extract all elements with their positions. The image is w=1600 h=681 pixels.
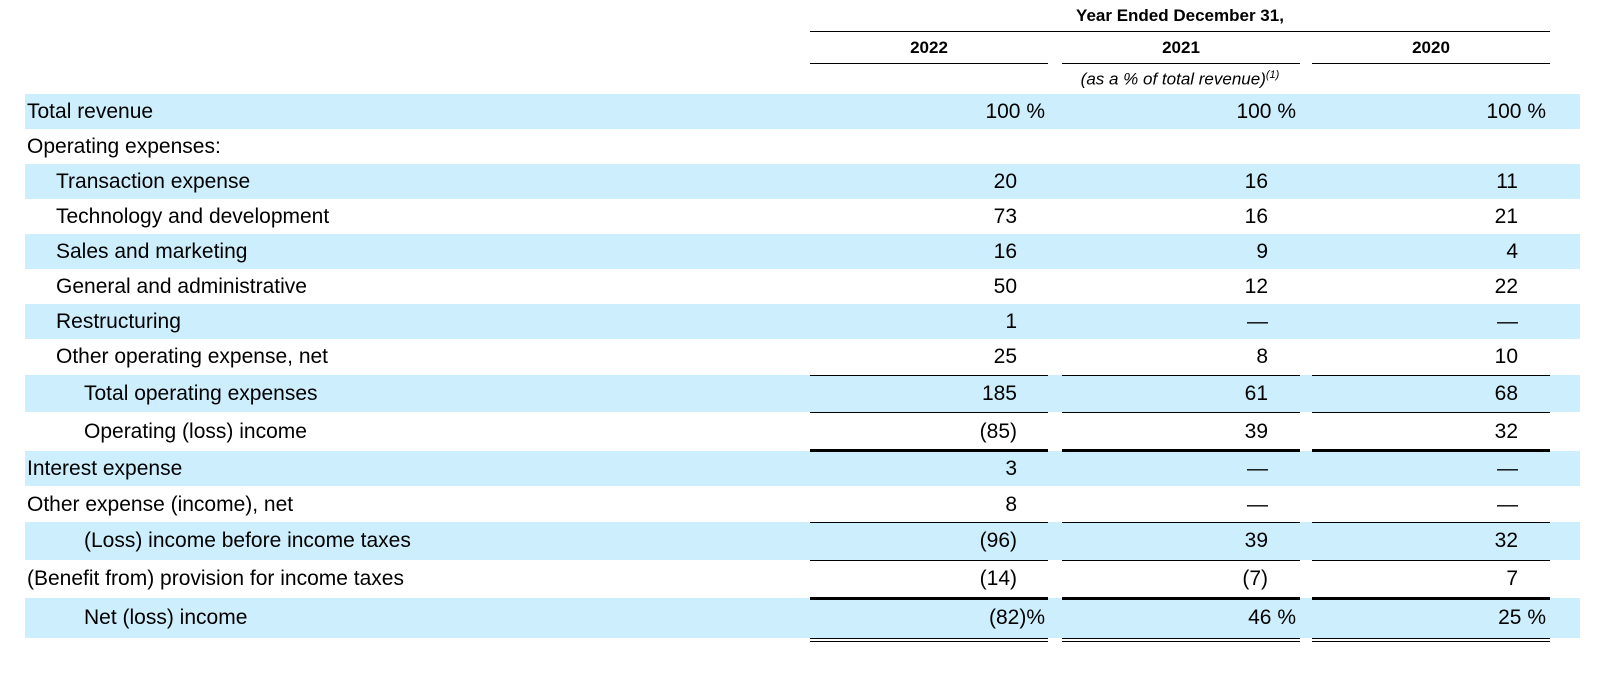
table-row-net-loss-income: Net (loss) income (82)% 46 % 25 % [25, 598, 1580, 638]
table-row-total-revenue: Total revenue 100 % 100 % 100 % [25, 94, 1580, 129]
row-label: Other expense (income), net [27, 493, 294, 516]
year-header-2022: 2022 [910, 38, 948, 57]
row-label: Technology and development [56, 205, 330, 228]
row-label: Other operating expense, net [56, 345, 329, 368]
row-value-2022: 185 [981, 382, 1017, 405]
row-value-2022: 8 [1005, 493, 1017, 516]
row-value-2022: (82)% [988, 606, 1045, 629]
year-header-2021: 2021 [1162, 38, 1200, 57]
row-value-2021: 100 % [1236, 100, 1296, 123]
table-row-operating-expenses-header: Operating expenses: [25, 129, 1580, 164]
row-value-2022: 1 [1005, 310, 1017, 333]
row-value-2022: (14) [979, 567, 1017, 590]
row-value-2020: 100 % [1486, 100, 1546, 123]
percent-of-revenue-note: (as a % of total revenue)(1) [1040, 69, 1320, 90]
row-value-2021: 39 [1244, 529, 1268, 552]
row-value-2021: — [1247, 493, 1268, 516]
row-value-2020: 22 [1494, 275, 1518, 298]
table-row-restructuring: Restructuring 1 — — [25, 304, 1580, 339]
row-value-2022: (85) [979, 420, 1017, 443]
row-label: Operating (loss) income [84, 420, 307, 443]
table-row-general-and-administrative: General and administrative 50 12 22 [25, 269, 1580, 304]
row-label: Operating expenses: [27, 135, 221, 158]
row-value-2021: 16 [1244, 170, 1268, 193]
period-title: Year Ended December 31, [1076, 6, 1284, 25]
row-value-2021: (7) [1242, 567, 1268, 590]
row-label: Transaction expense [56, 170, 251, 193]
table-row-other-operating-expense-net: Other operating expense, net 25 8 10 [25, 339, 1580, 374]
row-value-2021: 46 % [1248, 606, 1296, 629]
row-value-2020: 7 [1506, 567, 1518, 590]
row-value-2022: (96) [979, 529, 1017, 552]
row-value-2022: 73 [993, 205, 1017, 228]
row-label: (Benefit from) provision for income taxe… [27, 567, 404, 590]
row-value-2022: 3 [1005, 457, 1017, 480]
row-value-2021: 9 [1256, 240, 1268, 263]
row-value-2020: — [1497, 310, 1518, 333]
table-row-loss-income-before-income-taxes: (Loss) income before income taxes (96) 39 3… [25, 522, 1580, 560]
row-value-2020: 10 [1494, 345, 1518, 368]
row-value-2020: 68 [1494, 382, 1518, 405]
row-value-2020: 11 [1496, 170, 1518, 193]
row-label: Interest expense [27, 457, 183, 480]
row-value-2020: 32 [1494, 420, 1518, 443]
table-row-operating-loss-income: Operating (loss) income (85) 39 32 [25, 413, 1580, 450]
note-footnote-ref: (1) [1265, 69, 1280, 81]
header-rule-top [810, 31, 1550, 32]
table-row-transaction-expense: Transaction expense 20 16 11 [25, 164, 1580, 199]
note-text: (as a % of total revenue) [1080, 69, 1266, 89]
row-value-2022: 25 [993, 345, 1017, 368]
row-value-2021: — [1247, 457, 1268, 480]
row-value-2022: 100 % [985, 100, 1045, 123]
row-label: (Loss) income before income taxes [84, 529, 411, 552]
row-label: Net (loss) income [84, 606, 248, 629]
table-row-total-operating-expenses: Total operating expenses 185 61 68 [25, 375, 1580, 412]
table-row-benefit-from-provision-for-income-taxes: (Benefit from) provision for income taxe… [25, 561, 1580, 597]
row-label: Sales and marketing [56, 240, 248, 263]
row-value-2022: 20 [993, 170, 1017, 193]
row-value-2021: 39 [1244, 420, 1268, 443]
year-rule-2021 [1062, 63, 1300, 64]
row-value-2021: 8 [1256, 345, 1268, 368]
row-value-2021: 16 [1244, 205, 1268, 228]
table-row-technology-and-development: Technology and development 73 16 21 [25, 199, 1580, 234]
row-value-2020: 32 [1494, 529, 1518, 552]
row-value-2021: — [1247, 310, 1268, 333]
row-value-2020: 25 % [1498, 606, 1546, 629]
row-value-2020: 4 [1506, 240, 1518, 263]
row-label: General and administrative [56, 275, 307, 298]
year-rule-2022 [810, 63, 1048, 64]
year-rule-2020 [1312, 63, 1550, 64]
table-row-sales-and-marketing: Sales and marketing 16 9 4 [25, 234, 1580, 269]
row-label: Total revenue [27, 100, 154, 123]
year-header-2020: 2020 [1412, 38, 1450, 57]
row-value-2022: 50 [993, 275, 1017, 298]
row-value-2020: — [1497, 457, 1518, 480]
row-label: Restructuring [56, 310, 181, 333]
row-value-2021: 61 [1244, 382, 1268, 405]
row-value-2020: 21 [1494, 205, 1518, 228]
row-value-2020: — [1497, 493, 1518, 516]
row-value-2021: 12 [1244, 275, 1268, 298]
table-row-interest-expense: Interest expense 3 — — [25, 451, 1580, 486]
row-value-2022: 16 [993, 240, 1017, 263]
table-row-other-expense-income-net: Other expense (income), net 8 — — [25, 487, 1580, 522]
row-label: Total operating expenses [84, 382, 318, 405]
